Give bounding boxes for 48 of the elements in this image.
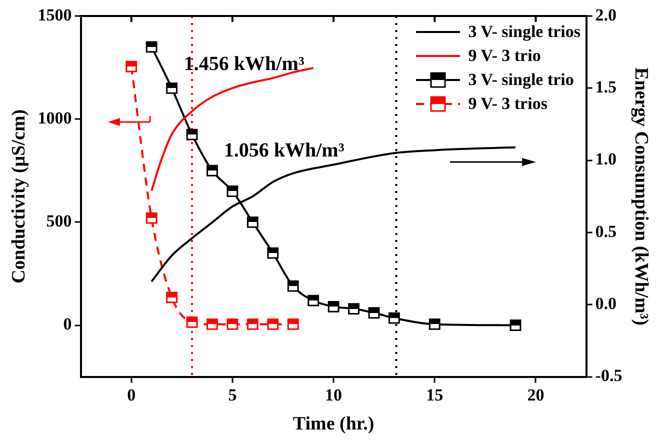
point	[186, 316, 198, 328]
y-tick-label: 0	[63, 314, 72, 334]
annotation: 1.456 kWh/m³	[184, 53, 304, 76]
y2-tick-label: 2.0	[595, 5, 617, 24]
point	[267, 247, 279, 259]
x-tick-label: 10	[325, 385, 342, 404]
x-tick-label: 15	[426, 385, 444, 404]
point	[146, 41, 158, 53]
legend-label: 3 V- single trios	[468, 22, 581, 42]
point	[287, 318, 299, 330]
point	[186, 128, 198, 140]
point	[226, 318, 238, 330]
point	[126, 60, 138, 72]
point	[226, 186, 238, 197]
y2-tick-label: 0.5	[595, 222, 617, 241]
point	[348, 303, 360, 314]
y-tick-label: 1500	[38, 5, 72, 24]
annotation: 1.056 kWh/m³	[224, 139, 344, 162]
y2-tick-label: 0.0	[595, 294, 617, 314]
point	[206, 164, 218, 176]
point	[166, 82, 178, 94]
point	[388, 312, 400, 324]
y2-tick-label: -0.5	[595, 366, 622, 386]
y2-tick-label: 1.5	[595, 78, 617, 97]
point	[166, 292, 178, 304]
point	[510, 320, 522, 331]
point	[246, 216, 258, 228]
point	[206, 318, 218, 330]
x-tick-label: 0	[127, 385, 136, 404]
legend-label: 3 V- single trio	[468, 70, 574, 90]
legend-label: 9 V- 3 trios	[468, 94, 548, 114]
point	[328, 301, 340, 312]
x-tick-label: 5	[228, 385, 237, 404]
x-tick-label: 20	[527, 385, 544, 404]
point	[428, 318, 440, 330]
point	[368, 307, 380, 319]
point	[267, 318, 279, 330]
y2-axis-title: Energy Consumption (kWh/m³)	[630, 67, 652, 326]
y2-tick-label: 1.0	[595, 150, 617, 169]
point	[246, 318, 258, 330]
y-tick-label: 500	[46, 212, 72, 231]
point	[146, 212, 158, 224]
legend-label: 9 V- 3 trio	[468, 46, 541, 66]
point	[287, 280, 299, 292]
y-axis-title: Conductivity (µS/cm)	[8, 109, 30, 284]
point	[308, 294, 320, 306]
x-axis-title: Time (hr.)	[292, 414, 374, 435]
y-tick-label: 1000	[38, 108, 72, 128]
